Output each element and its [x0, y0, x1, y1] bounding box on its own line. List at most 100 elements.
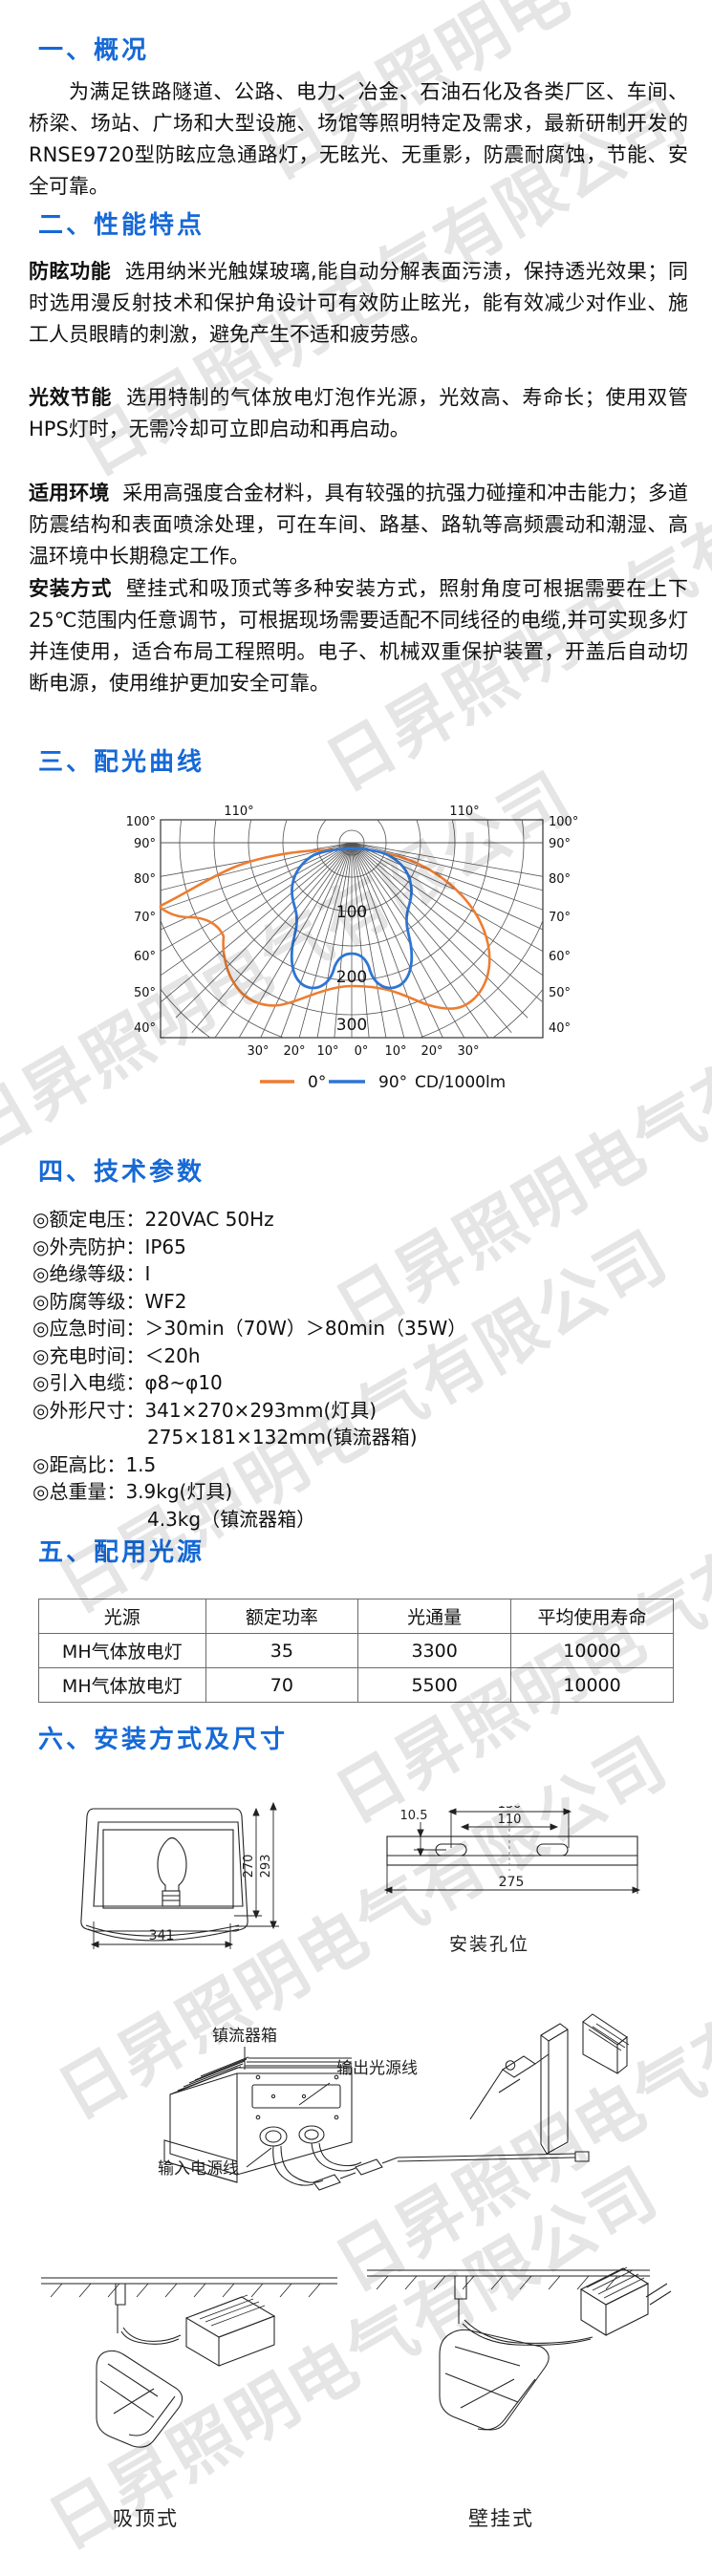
- section-title: 六、安装方式及尺寸: [38, 1726, 289, 1754]
- spec-row: ◎额定电压：220VAC 50Hz: [32, 1206, 466, 1234]
- tick-left-80: 80°: [134, 872, 156, 887]
- spec-row: ◎应急时间：＞30min（70W）＞80min（35W）: [32, 1315, 466, 1342]
- ballast-box-label: 镇流器箱: [212, 2027, 277, 2046]
- tick-bottom-20-left: 20°: [283, 1044, 305, 1059]
- mount-type-caption-ceiling: 吸顶式: [113, 2507, 179, 2530]
- spec-value: 341×270×293mm(灯具): [144, 1398, 378, 1422]
- spec-row: ◎外壳防护：IP65: [32, 1234, 466, 1261]
- table-cell: 70: [205, 1667, 359, 1703]
- tick-right-60: 60°: [549, 950, 571, 964]
- photometric-svg: 100 200 300 100° 90° 80° 70° 60° 50° 40°…: [126, 805, 579, 1092]
- section-title: 五、配用光源: [38, 1538, 205, 1567]
- column-header: 额定功率: [205, 1599, 359, 1634]
- chart-legend: 0° 90° CD/1000lm: [260, 1073, 506, 1092]
- wallmount-fixture-sketch: [469, 2013, 630, 2155]
- lightsource-table: 光源 额定功率 光通量 平均使用寿命 MH气体放电灯 35 3300 10000…: [38, 1599, 674, 1703]
- legend-label-90deg: 90°: [378, 1073, 407, 1092]
- feature-item: 防眩功能 选用纳米光触媒玻璃,能自动分解表面污渍，保持透光效果；同时选用漫反射技…: [29, 256, 688, 351]
- spec-label: ◎绝缘等级：: [32, 1262, 145, 1285]
- dim-130: 130: [498, 1806, 522, 1812]
- spec-row: ◎防腐等级：WF2: [32, 1288, 466, 1316]
- section-heading-features: 二、性能特点: [38, 211, 205, 241]
- spec-value: φ8~φ10: [144, 1371, 223, 1394]
- spec-label: ◎应急时间：: [32, 1317, 145, 1340]
- radial-label-300: 300: [336, 1016, 367, 1035]
- feature-name: 安装方式: [29, 577, 113, 600]
- tick-bottom-20-right: 20°: [421, 1044, 442, 1059]
- tick-top-110-left: 110°: [224, 805, 253, 819]
- tick-right-70: 70°: [549, 911, 571, 925]
- spec-row: ◎距高比：1.5: [32, 1451, 466, 1479]
- column-header: 光通量: [357, 1599, 512, 1634]
- section-heading-photometric: 三、配光曲线: [38, 748, 205, 778]
- spec-value: ＜20h: [144, 1343, 201, 1367]
- tick-bottom-30-right: 30°: [457, 1044, 479, 1059]
- feature-text: 选用特制的气体放电灯泡作光源，光效高、寿命长；使用双管HPS灯时，无需冷却可立即…: [29, 386, 689, 440]
- dim-341: 341: [149, 1928, 175, 1943]
- photometric-chart: 100 200 300 100° 90° 80° 70° 60° 50° 40°…: [0, 803, 712, 1137]
- tick-bottom-0: 0°: [355, 1044, 369, 1059]
- spec-value: WF2: [144, 1289, 187, 1313]
- curve-90deg: [290, 847, 414, 990]
- table-cell: MH气体放电灯: [38, 1633, 206, 1668]
- dim-270: 270: [242, 1855, 256, 1878]
- spec-label: ◎外形尺寸：: [32, 1398, 145, 1422]
- tick-left-90: 90°: [134, 837, 156, 851]
- column-header: 平均使用寿命: [510, 1599, 674, 1634]
- input-cable-label: 输入电源线: [158, 2159, 239, 2179]
- spec-value: ＞30min（70W）＞80min（35W）: [144, 1317, 467, 1340]
- table-cell: 3300: [357, 1633, 512, 1668]
- feature-name: 适用环境: [29, 482, 110, 504]
- table-cell: MH气体放电灯: [38, 1667, 206, 1703]
- specs-list: ◎额定电压：220VAC 50Hz ◎外壳防护：IP65 ◎绝缘等级：I ◎防腐…: [32, 1206, 466, 1533]
- table-header-row: 光源 额定功率 光通量 平均使用寿命: [38, 1599, 674, 1634]
- spec-row-continuation: 4.3kg（镇流器箱）: [32, 1506, 466, 1534]
- table-row: MH气体放电灯 35 3300 10000: [38, 1633, 674, 1668]
- spec-row: ◎引入电缆：φ8~φ10: [32, 1369, 466, 1397]
- tick-bottom-10-left: 10°: [316, 1044, 338, 1059]
- mounting-plate-drawing: 130 110 10.5 275: [383, 1806, 641, 1894]
- tick-right-40: 40°: [549, 1021, 571, 1036]
- table-cell: 10000: [510, 1667, 674, 1703]
- feature-text: 选用纳米光触媒玻璃,能自动分解表面污渍，保持透光效果；同时选用漫反射技术和保护角…: [29, 260, 688, 346]
- spec-value: I: [144, 1262, 151, 1285]
- section-title: 三、配光曲线: [38, 748, 205, 777]
- column-header: 光源: [38, 1599, 206, 1634]
- section-title: 一、概况: [38, 36, 150, 65]
- tick-top-110-right: 110°: [449, 805, 479, 819]
- dim-275: 275: [499, 1875, 525, 1890]
- tick-left-60: 60°: [134, 950, 156, 964]
- tick-bottom-30-left: 30°: [247, 1044, 269, 1059]
- section-heading-install: 六、安装方式及尺寸: [38, 1726, 288, 1755]
- spec-row-continuation: 275×181×132mm(镇流器箱): [32, 1424, 466, 1451]
- radial-label-200: 200: [336, 968, 367, 987]
- spec-value: 4.3kg（镇流器箱）: [147, 1507, 316, 1531]
- spec-value: IP65: [144, 1234, 186, 1258]
- radial-label-100: 100: [336, 903, 367, 922]
- tick-left-40: 40°: [134, 1021, 156, 1036]
- output-cable-label: 输出光源线: [336, 2059, 418, 2078]
- table-cell: 5500: [357, 1667, 512, 1703]
- section-heading-lightsource: 五、配用光源: [38, 1538, 205, 1568]
- table-cell: 35: [205, 1633, 359, 1668]
- tick-right-100: 100°: [549, 815, 578, 829]
- feature-item: 安装方式 壁挂式和吸顶式等多种安装方式，照射角度可根据需要在上下25℃范围内任意…: [29, 573, 688, 699]
- spec-value: 220VAC 50Hz: [144, 1208, 274, 1231]
- wall-mount-illustration: [367, 2266, 672, 2431]
- luminaire-drawing: 270 293 341: [80, 1801, 279, 1949]
- spec-value: 3.9kg(灯具): [125, 1480, 233, 1503]
- table-cell: 10000: [510, 1633, 674, 1668]
- spec-label: ◎充电时间：: [32, 1343, 145, 1367]
- spec-value: 275×181×132mm(镇流器箱): [147, 1426, 418, 1449]
- polar-grid: [161, 820, 543, 1038]
- section-heading-specs: 四、技术参数: [38, 1158, 205, 1188]
- tick-right-80: 80°: [549, 872, 571, 887]
- spec-value: 1.5: [125, 1452, 157, 1476]
- section-title: 四、技术参数: [38, 1158, 205, 1187]
- tick-bottom-10-right: 10°: [384, 1044, 406, 1059]
- legend-label-0deg: 0°: [308, 1073, 326, 1092]
- legend-unit: CD/1000lm: [415, 1073, 506, 1092]
- spec-label: ◎额定电压：: [32, 1208, 145, 1231]
- mount-type-caption-wall: 壁挂式: [468, 2507, 534, 2530]
- tick-left-100: 100°: [126, 815, 156, 829]
